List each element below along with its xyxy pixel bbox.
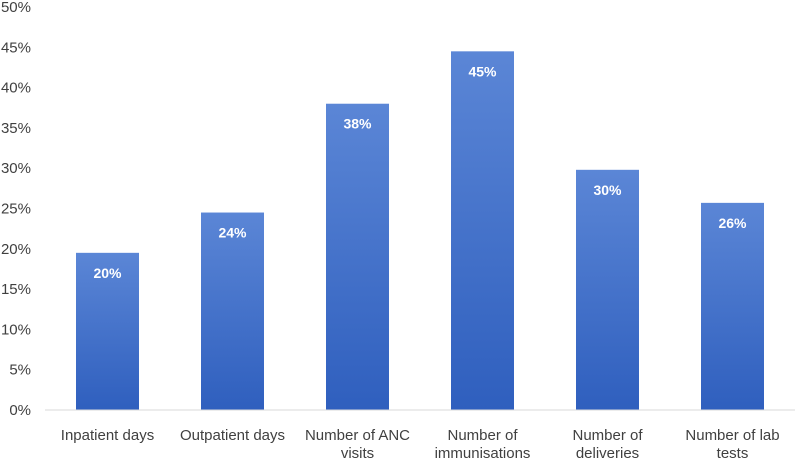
bar-value-label: 20% xyxy=(93,265,122,281)
x-category-label: deliveries xyxy=(576,445,639,461)
bar-value-label: 45% xyxy=(468,63,497,79)
y-tick-label: 30% xyxy=(1,160,31,177)
x-category-label: Number of ANC xyxy=(305,427,410,444)
y-tick-label: 40% xyxy=(1,80,31,97)
x-category-label: Number of xyxy=(447,427,518,444)
bars: 20% 24% 38% 45% 30% 26% xyxy=(76,51,764,411)
bar xyxy=(201,212,264,410)
y-tick-label: 35% xyxy=(1,120,31,137)
y-tick-label: 50% xyxy=(1,0,31,16)
x-category-label: Number of xyxy=(572,427,643,444)
bar-value-label: 30% xyxy=(593,182,622,198)
x-category-label: Outpatient days xyxy=(180,427,285,444)
y-tick-label: 0% xyxy=(9,402,31,419)
bar xyxy=(326,103,389,410)
bar-value-label: 26% xyxy=(718,215,747,231)
x-axis-labels: Inpatient days Outpatient days Number of A… xyxy=(61,427,780,461)
bar-value-label: 38% xyxy=(343,116,372,132)
bar-value-label: 24% xyxy=(218,225,247,241)
x-category-label: visits xyxy=(341,445,374,461)
y-tick-label: 25% xyxy=(1,201,31,218)
y-tick-label: 5% xyxy=(9,362,31,379)
x-category-label: Inpatient days xyxy=(61,427,154,444)
y-tick-label: 15% xyxy=(1,281,31,298)
bar xyxy=(701,202,764,410)
bar xyxy=(576,169,639,410)
x-category-label: immunisations xyxy=(435,445,531,461)
bar xyxy=(76,252,139,410)
x-category-label: Number of lab xyxy=(685,427,779,444)
y-axis: 0% 5% 10% 15% 20% 25% 30% 35% 40% 45% 50% xyxy=(1,0,31,419)
x-category-label: tests xyxy=(717,445,749,461)
y-tick-label: 20% xyxy=(1,241,31,258)
y-tick-label: 10% xyxy=(1,321,31,338)
bar xyxy=(451,51,514,411)
y-tick-label: 45% xyxy=(1,39,31,56)
